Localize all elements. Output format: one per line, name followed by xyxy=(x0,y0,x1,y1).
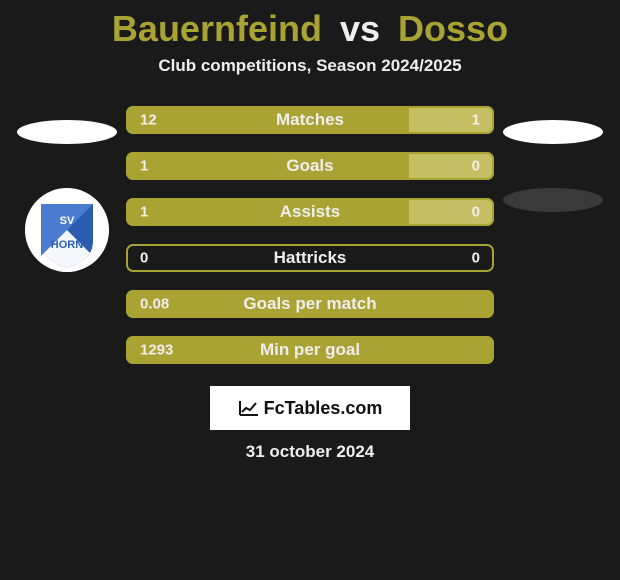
date-line: 31 october 2024 xyxy=(0,442,620,462)
stat-value-left: 1 xyxy=(140,158,148,175)
stat-value-left: 0.08 xyxy=(140,296,169,313)
stat-bars-container: Matches121Goals10Assists10Hattricks00Goa… xyxy=(126,106,494,364)
subtitle: Club competitions, Season 2024/2025 xyxy=(0,56,620,76)
stat-bar: Goals per match0.08 xyxy=(126,290,494,318)
svg-text:SV: SV xyxy=(60,215,75,227)
player1-flag-placeholder xyxy=(17,120,117,144)
stat-bar: Goals1 0 xyxy=(126,152,494,180)
fctables-logo: FcTables.com xyxy=(210,386,410,430)
stat-label: Min per goal xyxy=(126,340,494,360)
stat-value-left: 0 xyxy=(140,250,148,267)
stat-bar: Matches12 1 xyxy=(126,106,494,134)
stat-label: Goals xyxy=(126,156,494,176)
stat-value-right: 0 xyxy=(472,250,480,267)
player2-club-placeholder xyxy=(503,188,603,212)
player2-name: Dosso xyxy=(398,8,508,49)
logo-text: FcTables.com xyxy=(264,398,383,419)
stat-label: Matches xyxy=(126,110,494,130)
stat-label: Hattricks xyxy=(126,248,494,268)
stat-value-right: 0 xyxy=(472,204,480,221)
svg-text:HORN: HORN xyxy=(51,239,83,251)
stat-value-right: 0 xyxy=(472,158,480,175)
stat-bar: Min per goal1293 xyxy=(126,336,494,364)
stat-value-left: 12 xyxy=(140,112,157,129)
stat-label: Assists xyxy=(126,202,494,222)
right-side-column xyxy=(494,106,612,364)
stat-bar: Assists1 0 xyxy=(126,198,494,226)
main-comparison: SV HORN Matches121Goals10Assists10Hattri… xyxy=(0,106,620,364)
vs-text: vs xyxy=(340,8,380,49)
left-side-column: SV HORN xyxy=(8,106,126,364)
comparison-title: Bauernfeind vs Dosso xyxy=(0,0,620,56)
stat-bar: Hattricks0 0 xyxy=(126,244,494,272)
stat-label: Goals per match xyxy=(126,294,494,314)
sv-horn-badge-icon: SV HORN xyxy=(25,188,109,272)
stat-value-left: 1 xyxy=(140,204,148,221)
chart-icon xyxy=(238,399,260,417)
stat-value-left: 1293 xyxy=(140,342,173,359)
player1-club-badge: SV HORN xyxy=(25,188,109,272)
player1-name: Bauernfeind xyxy=(112,8,322,49)
stat-value-right: 1 xyxy=(472,112,480,129)
player2-flag-placeholder xyxy=(503,120,603,144)
